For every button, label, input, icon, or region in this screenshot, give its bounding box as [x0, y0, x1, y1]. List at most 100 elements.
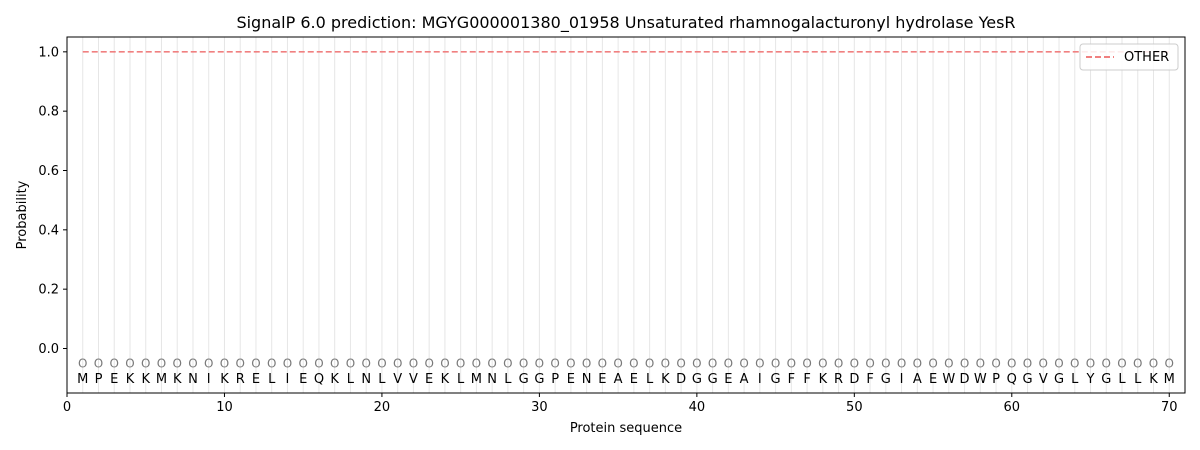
prediction-marker: O: [251, 356, 260, 370]
prediction-marker: O: [220, 356, 229, 370]
residue-label: E: [110, 372, 118, 387]
residue-label: L: [378, 372, 386, 387]
residue-label: M: [156, 372, 167, 387]
residue-label: N: [361, 372, 371, 387]
residue-label: K: [1149, 372, 1158, 387]
residue-label: G: [708, 372, 718, 387]
prediction-marker: O: [519, 356, 528, 370]
prediction-marker: O: [1102, 356, 1111, 370]
x-tick-label: 50: [846, 400, 863, 415]
prediction-marker: O: [377, 356, 386, 370]
residue-label: V: [1039, 372, 1048, 387]
residue-label: V: [409, 372, 418, 387]
prediction-marker: O: [78, 356, 87, 370]
prediction-marker: O: [361, 356, 370, 370]
residue-label: N: [188, 372, 198, 387]
residue-label: G: [881, 372, 891, 387]
x-tick-label: 0: [63, 400, 71, 415]
residue-label: K: [126, 372, 135, 387]
residue-label: M: [77, 372, 88, 387]
prediction-marker: O: [739, 356, 748, 370]
prediction-marker: O: [771, 356, 780, 370]
y-tick-label: 1.0: [38, 45, 59, 60]
residue-label: N: [487, 372, 497, 387]
residue-label: A: [913, 372, 922, 387]
residue-label: G: [771, 372, 781, 387]
prediction-marker: O: [913, 356, 922, 370]
residue-label: L: [1118, 372, 1126, 387]
residue-label: L: [347, 372, 355, 387]
residue-label: R: [236, 372, 245, 387]
prediction-marker: O: [881, 356, 890, 370]
residue-label: M: [471, 372, 482, 387]
residue-label: G: [692, 372, 702, 387]
prediction-marker: O: [172, 356, 181, 370]
prediction-marker: O: [298, 356, 307, 370]
prediction-marker: O: [487, 356, 496, 370]
residue-label: L: [268, 372, 276, 387]
residue-label: P: [95, 372, 103, 387]
x-axis-label: Protein sequence: [570, 421, 682, 436]
prediction-marker: O: [834, 356, 843, 370]
y-tick-label: 0.6: [38, 164, 59, 179]
prediction-marker: O: [503, 356, 512, 370]
prediction-marker: O: [897, 356, 906, 370]
y-tick-label: 0.4: [38, 223, 59, 238]
prediction-marker: O: [1149, 356, 1158, 370]
x-axis-ticks: 0 10 20 30 40 50 60 70: [63, 393, 1178, 415]
residue-label: P: [992, 372, 1000, 387]
residue-label: I: [286, 372, 290, 387]
residue-label: K: [173, 372, 182, 387]
prediction-marker: O: [1117, 356, 1126, 370]
prediction-marker: O: [314, 356, 323, 370]
prediction-marker: O: [850, 356, 859, 370]
x-tick-label: 40: [689, 400, 706, 415]
residue-label: D: [960, 372, 970, 387]
residue-label: L: [504, 372, 512, 387]
prediction-marker: O: [204, 356, 213, 370]
prediction-marker: O: [267, 356, 276, 370]
residue-label: L: [646, 372, 654, 387]
residue-label: Q: [314, 372, 324, 387]
prediction-marker: O: [283, 356, 292, 370]
residue-label: E: [929, 372, 937, 387]
prediction-marker: O: [1039, 356, 1048, 370]
residue-label: I: [758, 372, 762, 387]
legend-label-other: OTHER: [1124, 50, 1169, 65]
residue-label: G: [1022, 372, 1032, 387]
residue-label: E: [724, 372, 732, 387]
residue-label: M: [1164, 372, 1175, 387]
prediction-marker: O: [613, 356, 622, 370]
x-tick-label: 30: [531, 400, 548, 415]
residue-label: E: [252, 372, 260, 387]
residue-label: G: [1054, 372, 1064, 387]
residue-label: K: [330, 372, 339, 387]
residue-label: D: [676, 372, 686, 387]
prediction-marker: O: [125, 356, 134, 370]
legend: OTHER: [1079, 43, 1179, 71]
prediction-marker: O: [598, 356, 607, 370]
residue-label: K: [220, 372, 229, 387]
prediction-marker: O: [708, 356, 717, 370]
residue-label: V: [393, 372, 402, 387]
residue-label: F: [788, 372, 795, 387]
residue-label: A: [614, 372, 623, 387]
residue-label: L: [1134, 372, 1142, 387]
residue-label: E: [425, 372, 433, 387]
residue-label: E: [567, 372, 575, 387]
prediction-marker: O: [456, 356, 465, 370]
prediction-marker: O: [944, 356, 953, 370]
x-tick-label: 60: [1004, 400, 1021, 415]
prediction-marker: O: [928, 356, 937, 370]
residue-label: L: [1071, 372, 1079, 387]
prediction-marker: O: [330, 356, 339, 370]
residue-label: I: [207, 372, 211, 387]
prediction-marker: O: [550, 356, 559, 370]
residue-label: E: [598, 372, 606, 387]
y-tick-label: 0.8: [38, 105, 59, 120]
prediction-marker: O: [692, 356, 701, 370]
residue-label: P: [551, 372, 559, 387]
y-tick-label: 0.0: [38, 342, 59, 357]
